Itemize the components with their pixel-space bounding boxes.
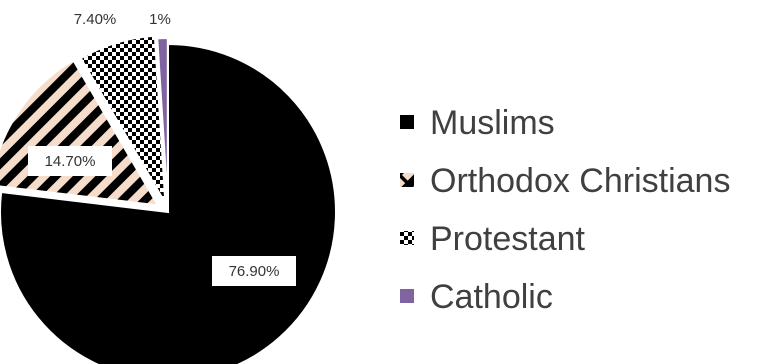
pie-slice-catholic [156, 37, 169, 207]
legend-marker-orthodox-christians [400, 173, 414, 187]
legend-marker-protestant [400, 231, 414, 245]
legend-label-muslims: Muslims [430, 104, 555, 142]
data-label-orthodox-christians: 14.70% [45, 153, 96, 170]
legend: Muslims Orthodox Christians Protestant Cath… [400, 104, 730, 316]
pie-slice-protestant [79, 34, 167, 204]
legend-marker-muslims [400, 115, 414, 129]
legend-marker-catholic [400, 289, 414, 303]
legend-label-orthodox-christians: Orthodox Christians [430, 162, 730, 200]
data-label-box [28, 146, 112, 176]
data-label-protestant: 7.40% [74, 11, 117, 28]
data-label-box [58, 6, 132, 32]
pie-slices [0, 34, 337, 364]
data-label-muslims: 76.90% [229, 263, 280, 280]
legend-label-protestant: Protestant [430, 220, 586, 258]
data-labels: 76.90% 14.70% 7.40% 1% [28, 6, 296, 286]
legend-label-catholic: Catholic [430, 278, 553, 316]
data-label-box [212, 256, 296, 286]
data-label-box [140, 6, 180, 32]
data-label-catholic: 1% [149, 11, 171, 28]
